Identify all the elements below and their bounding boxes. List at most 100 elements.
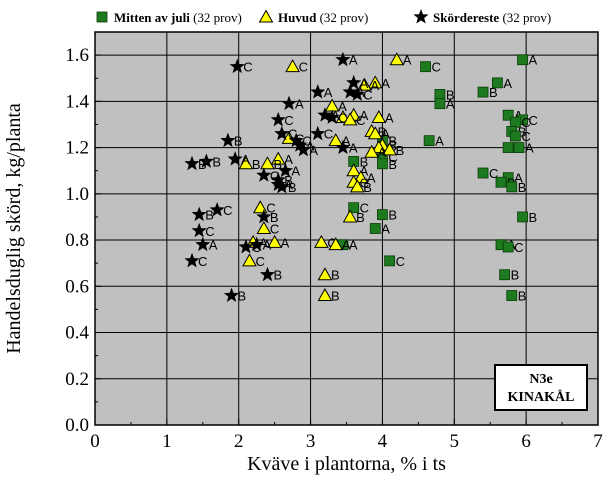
point-label: C	[243, 60, 252, 75]
y-tick-label: 1.6	[65, 45, 89, 66]
point-label: C	[266, 201, 275, 216]
point-label: C	[396, 254, 405, 269]
series-square: ACABABACCBCAAABCBBCABBCBBAAACCBB	[337, 53, 538, 304]
square-point	[502, 142, 514, 153]
point-label: B	[284, 173, 293, 188]
star-point	[335, 51, 351, 67]
point-label: A	[381, 222, 390, 237]
annotation-line-2: KINAKÅL	[508, 389, 575, 405]
star-point	[310, 125, 326, 141]
square-point	[423, 135, 435, 147]
y-tick-label: 1.0	[65, 184, 89, 205]
point-label: A	[367, 171, 376, 186]
x-tick-label: 3	[306, 431, 316, 452]
point-label: C	[205, 224, 214, 239]
square-point	[434, 98, 446, 110]
triangle-point	[328, 237, 344, 251]
triangle-point	[285, 59, 300, 73]
point-label: B	[198, 157, 207, 172]
y-tick-labels: 0.0 0.2 0.4 0.6 0.8 1.0 1.2 1.4 1.6	[65, 45, 89, 436]
star-point	[195, 236, 211, 252]
point-label: C	[432, 60, 441, 75]
legend-square-marker	[96, 11, 108, 23]
point-label: A	[529, 53, 538, 68]
square-point	[477, 167, 489, 179]
point-label: B	[331, 289, 340, 304]
plot-frame	[94, 31, 599, 426]
y-tick-label: 0.4	[65, 323, 89, 344]
point-label: C	[270, 222, 279, 237]
star-point	[277, 162, 294, 178]
legend-entry: Huvud (32 prov)	[278, 10, 368, 25]
square-point	[434, 89, 446, 100]
point-label: A	[381, 127, 390, 142]
star-point	[256, 208, 272, 224]
point-label: C	[327, 235, 336, 250]
square-point	[506, 290, 518, 301]
point-label: B	[234, 134, 243, 149]
triangle-point	[260, 156, 275, 170]
y-tick-label: 0.6	[65, 276, 89, 297]
x-tick-label: 5	[450, 431, 460, 452]
star-point	[209, 202, 225, 217]
x-tick-label: 4	[378, 431, 388, 452]
star-point	[249, 236, 265, 252]
point-label: B	[378, 124, 387, 139]
y-tick-label: 0.0	[65, 415, 89, 436]
point-label: B	[518, 180, 527, 195]
point-label: A	[209, 238, 218, 253]
square-point	[384, 255, 396, 267]
square-point	[377, 209, 388, 221]
point-label: B	[529, 210, 538, 225]
point-label: B	[388, 157, 397, 172]
point-label: A	[349, 141, 358, 156]
x-tick-label: 7	[593, 431, 603, 452]
legend-series-count: (32 prov)	[193, 10, 242, 25]
point-label: A	[295, 97, 304, 112]
point-label: B	[270, 210, 279, 225]
annotation-frame	[494, 364, 588, 411]
point-label: B	[518, 289, 527, 304]
triangle-point	[349, 179, 365, 193]
star-point	[223, 287, 240, 303]
star-point	[317, 107, 333, 122]
point-label: C	[529, 113, 538, 128]
point-label: C	[288, 127, 297, 142]
star-point	[198, 153, 214, 168]
point-label: C	[198, 254, 207, 269]
point-label: A	[342, 134, 351, 149]
y-tick-label: 1.4	[65, 91, 89, 112]
star-point	[281, 95, 297, 111]
triangle-point	[317, 288, 333, 302]
y-axis-title: Handelsduglig skörd, kg/planta	[3, 103, 25, 354]
point-label: A	[349, 53, 358, 68]
point-label: B	[205, 208, 214, 223]
point-label: B	[363, 180, 372, 195]
triangle-point	[382, 142, 397, 156]
point-label: C	[360, 201, 369, 216]
square-point	[491, 77, 503, 89]
triangle-point	[371, 110, 387, 124]
point-label: B	[511, 268, 520, 283]
star-point	[292, 137, 308, 152]
square-point	[495, 176, 507, 188]
square-point	[502, 109, 514, 121]
star-point	[191, 222, 207, 238]
annotation-box: N3e KINAKÅL	[494, 364, 588, 411]
point-label: A	[259, 235, 268, 250]
point-label: A	[370, 78, 379, 93]
square-point	[517, 54, 528, 66]
star-point	[184, 252, 200, 268]
star-point	[349, 86, 365, 101]
triangle-point	[371, 140, 387, 154]
point-label: B	[489, 85, 498, 100]
star-point	[346, 74, 362, 90]
star-point	[270, 176, 286, 192]
point-label: C	[338, 111, 347, 126]
point-label: A	[284, 178, 293, 193]
point-label: C	[514, 240, 523, 255]
point-label: A	[378, 145, 387, 160]
square-point	[509, 130, 521, 142]
square-point	[502, 241, 514, 253]
